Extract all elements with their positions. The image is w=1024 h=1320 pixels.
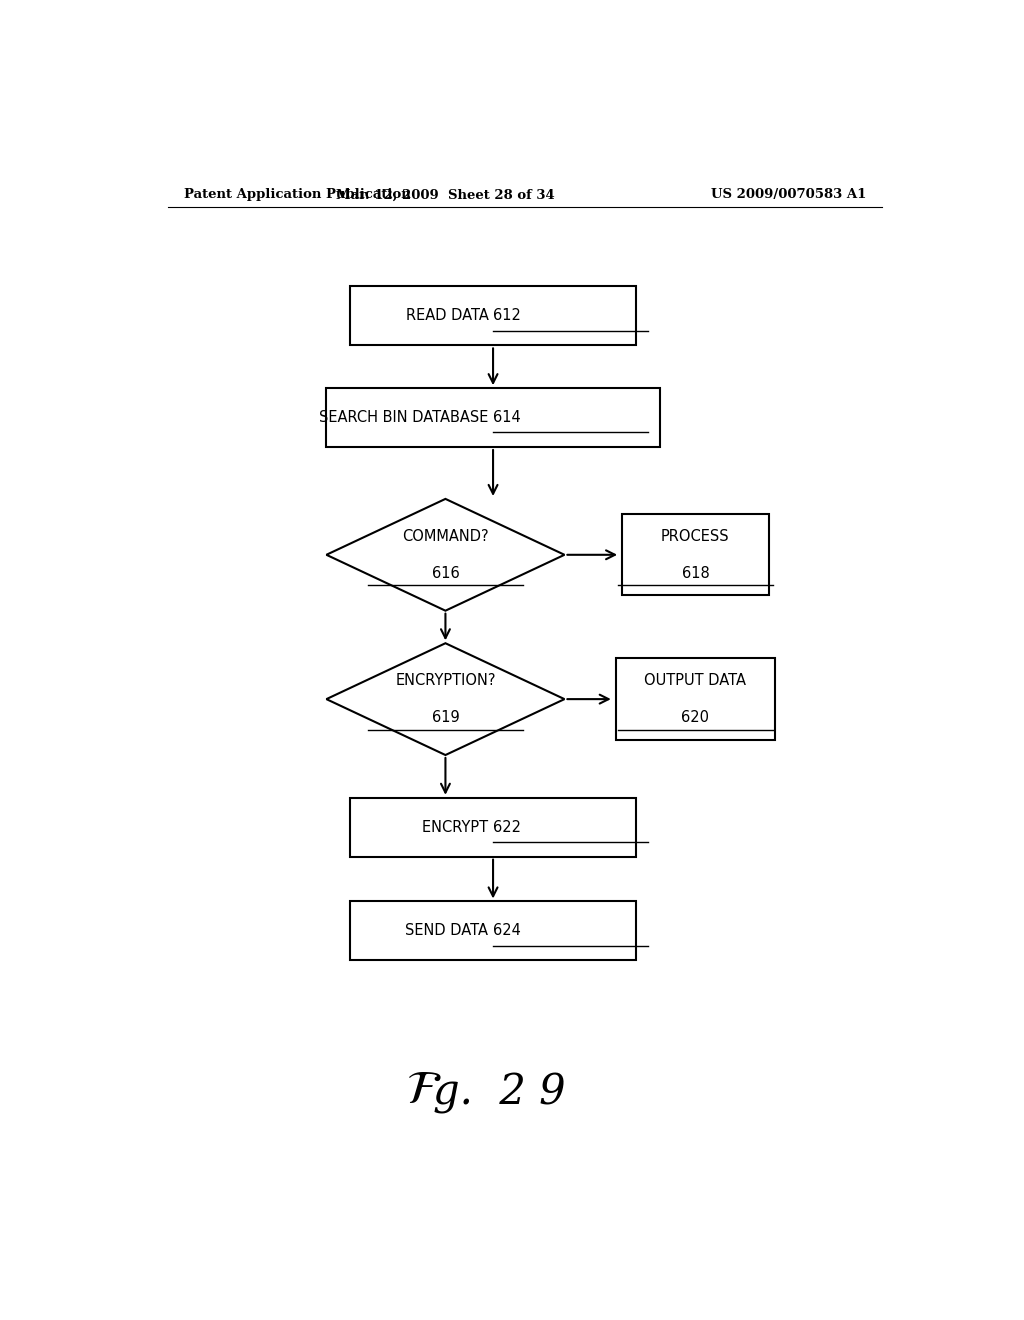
- Text: $\mathcal{F}$: $\mathcal{F}$: [406, 1068, 441, 1113]
- Polygon shape: [327, 499, 564, 611]
- Bar: [327, 388, 659, 447]
- Text: ENCRYPTION?: ENCRYPTION?: [395, 673, 496, 688]
- Text: 612: 612: [494, 309, 521, 323]
- Bar: [616, 659, 775, 739]
- Text: SEND DATA: SEND DATA: [406, 924, 494, 939]
- Bar: [350, 797, 636, 857]
- Text: READ DATA: READ DATA: [406, 309, 494, 323]
- Text: ENCRYPT: ENCRYPT: [422, 820, 494, 834]
- Polygon shape: [327, 643, 564, 755]
- Text: OUTPUT DATA: OUTPUT DATA: [644, 673, 746, 688]
- Bar: [350, 286, 636, 346]
- Text: 614: 614: [494, 411, 521, 425]
- Text: 620: 620: [681, 710, 710, 725]
- Text: Patent Application Publication: Patent Application Publication: [183, 189, 411, 202]
- Text: 624: 624: [494, 924, 521, 939]
- Text: 616: 616: [431, 565, 460, 581]
- Text: SEARCH BIN DATABASE: SEARCH BIN DATABASE: [319, 411, 494, 425]
- Text: 619: 619: [431, 710, 460, 725]
- Text: g.  2 9: g. 2 9: [433, 1072, 565, 1114]
- Text: Mar. 12, 2009  Sheet 28 of 34: Mar. 12, 2009 Sheet 28 of 34: [336, 189, 555, 202]
- Bar: [350, 902, 636, 961]
- Text: 618: 618: [682, 565, 710, 581]
- Bar: [622, 515, 769, 595]
- Text: US 2009/0070583 A1: US 2009/0070583 A1: [711, 189, 866, 202]
- Text: PROCESS: PROCESS: [662, 529, 730, 544]
- Text: COMMAND?: COMMAND?: [402, 529, 488, 544]
- Text: 622: 622: [494, 820, 521, 834]
